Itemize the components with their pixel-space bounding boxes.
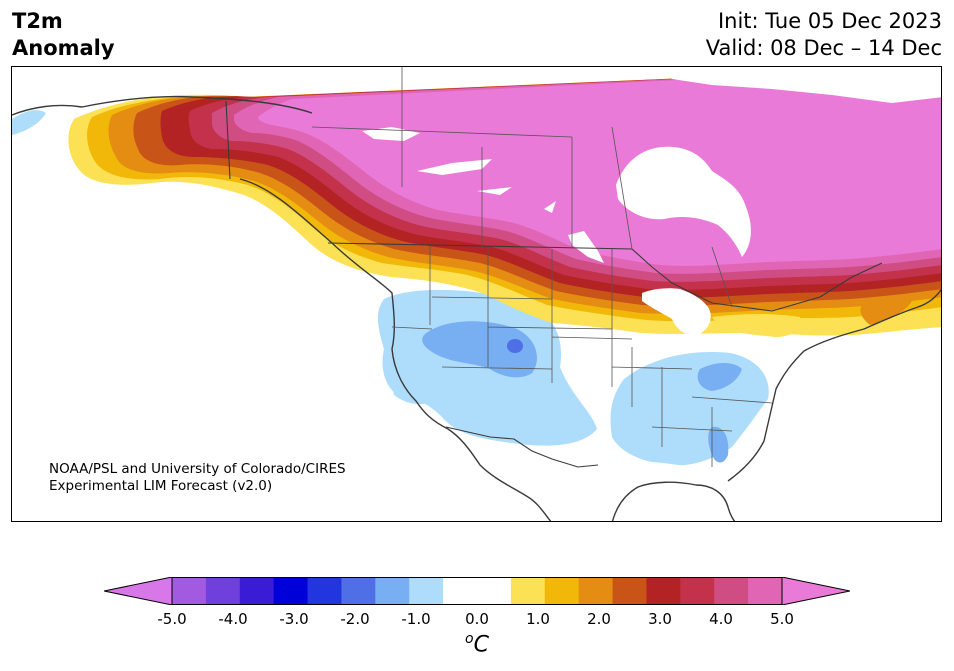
colorbar-cell xyxy=(239,577,275,605)
cold-anomaly-coast xyxy=(392,382,430,405)
colorbar-cell xyxy=(477,577,512,605)
unit-letter: C xyxy=(473,632,489,658)
cold-anomaly-peak xyxy=(507,339,523,353)
map-svg xyxy=(12,67,941,521)
colorbar-extend-high xyxy=(781,576,851,606)
colorbar-cell xyxy=(375,577,410,605)
date-info: Init: Tue 05 Dec 2023 Valid: 08 Dec – 14… xyxy=(706,8,942,62)
colorbar-tick-label: -3.0 xyxy=(279,610,309,628)
colorbar-tick-label: 4.0 xyxy=(709,610,733,628)
state-province-lines xyxy=(311,67,773,467)
country-border-us-mexico xyxy=(445,426,599,468)
hudson-bay xyxy=(616,146,751,257)
lake-4 xyxy=(544,201,556,213)
init-date: Init: Tue 05 Dec 2023 xyxy=(717,9,942,33)
colorbar-outline xyxy=(171,577,783,605)
lake-3 xyxy=(477,187,512,195)
cold-anomaly-florida xyxy=(708,426,729,463)
arctic-ocean-1 xyxy=(652,67,941,103)
colorbar-cell xyxy=(612,577,647,605)
map-title: T2m Anomaly xyxy=(12,8,115,62)
colorbar-cell xyxy=(205,577,241,605)
anomaly-map xyxy=(11,66,942,522)
colorbar-tick-label: 3.0 xyxy=(648,610,672,628)
valid-date-range: Valid: 08 Dec – 14 Dec xyxy=(705,36,942,60)
colorbar-cells xyxy=(103,576,851,606)
great-lakes xyxy=(642,288,711,336)
colorbar xyxy=(103,576,851,606)
lake-5 xyxy=(568,231,604,263)
credit-line-2: Experimental LIM Forecast (v2.0) xyxy=(49,478,273,494)
colorbar-cell xyxy=(341,577,376,605)
warm-band-9 xyxy=(258,67,941,266)
colorbar-tick-label: 1.0 xyxy=(526,610,550,628)
colorbar-extend-low xyxy=(103,576,173,606)
colorbar-tick-label: -2.0 xyxy=(340,610,370,628)
colorbar-tick-label: -5.0 xyxy=(157,610,187,628)
country-border-us-canada xyxy=(327,242,883,312)
colorbar-tick-label: 0.0 xyxy=(465,610,489,628)
arctic-water-2 xyxy=(392,67,652,87)
colorbar-cell xyxy=(443,577,478,605)
colorbar-cell xyxy=(307,577,342,605)
colorbar-cell xyxy=(510,577,546,605)
colorbar-cell xyxy=(680,577,715,605)
credit-line-1: NOAA/PSL and University of Colorado/CIRE… xyxy=(49,461,346,477)
colorbar-cell xyxy=(409,577,444,605)
colorbar-cell xyxy=(714,577,749,605)
unit-degree: o xyxy=(465,631,474,647)
colorbar-cell xyxy=(748,577,783,605)
colorbar-tick-label: -1.0 xyxy=(401,610,431,628)
colorbar-cell xyxy=(273,577,309,605)
cold-anomaly-alaska-west xyxy=(12,110,46,135)
colorbar-unit: oC xyxy=(0,631,954,657)
colorbar-svg xyxy=(103,576,851,606)
cold-anomaly-core-west xyxy=(422,321,537,378)
country-border-alaska xyxy=(225,100,231,180)
colorbar-tick-label: 5.0 xyxy=(770,610,794,628)
colorbar-cell xyxy=(578,577,614,605)
colorbar-cell xyxy=(544,577,580,605)
warm-northeast-yellow xyxy=(712,314,801,337)
colorbar-cell xyxy=(646,577,681,605)
title-line-2: Anomaly xyxy=(12,36,115,60)
colorbar-ticks: -5.0 -4.0 -3.0 -2.0 -1.0 0.0 1.0 2.0 3.0 4.0 5.0 xyxy=(0,610,954,630)
gulf-of-mexico xyxy=(550,461,747,521)
cold-anomaly-core-east xyxy=(697,363,742,391)
lake-2 xyxy=(417,159,492,175)
colorbar-tick-label: -4.0 xyxy=(218,610,248,628)
data-credit: NOAA/PSL and University of Colorado/CIRE… xyxy=(49,461,346,495)
colorbar-cell xyxy=(172,577,207,605)
warm-northeast-orange xyxy=(860,298,912,325)
colorbar-tick-label: 2.0 xyxy=(587,610,611,628)
coastline xyxy=(12,95,941,521)
title-line-1: T2m xyxy=(12,9,63,33)
